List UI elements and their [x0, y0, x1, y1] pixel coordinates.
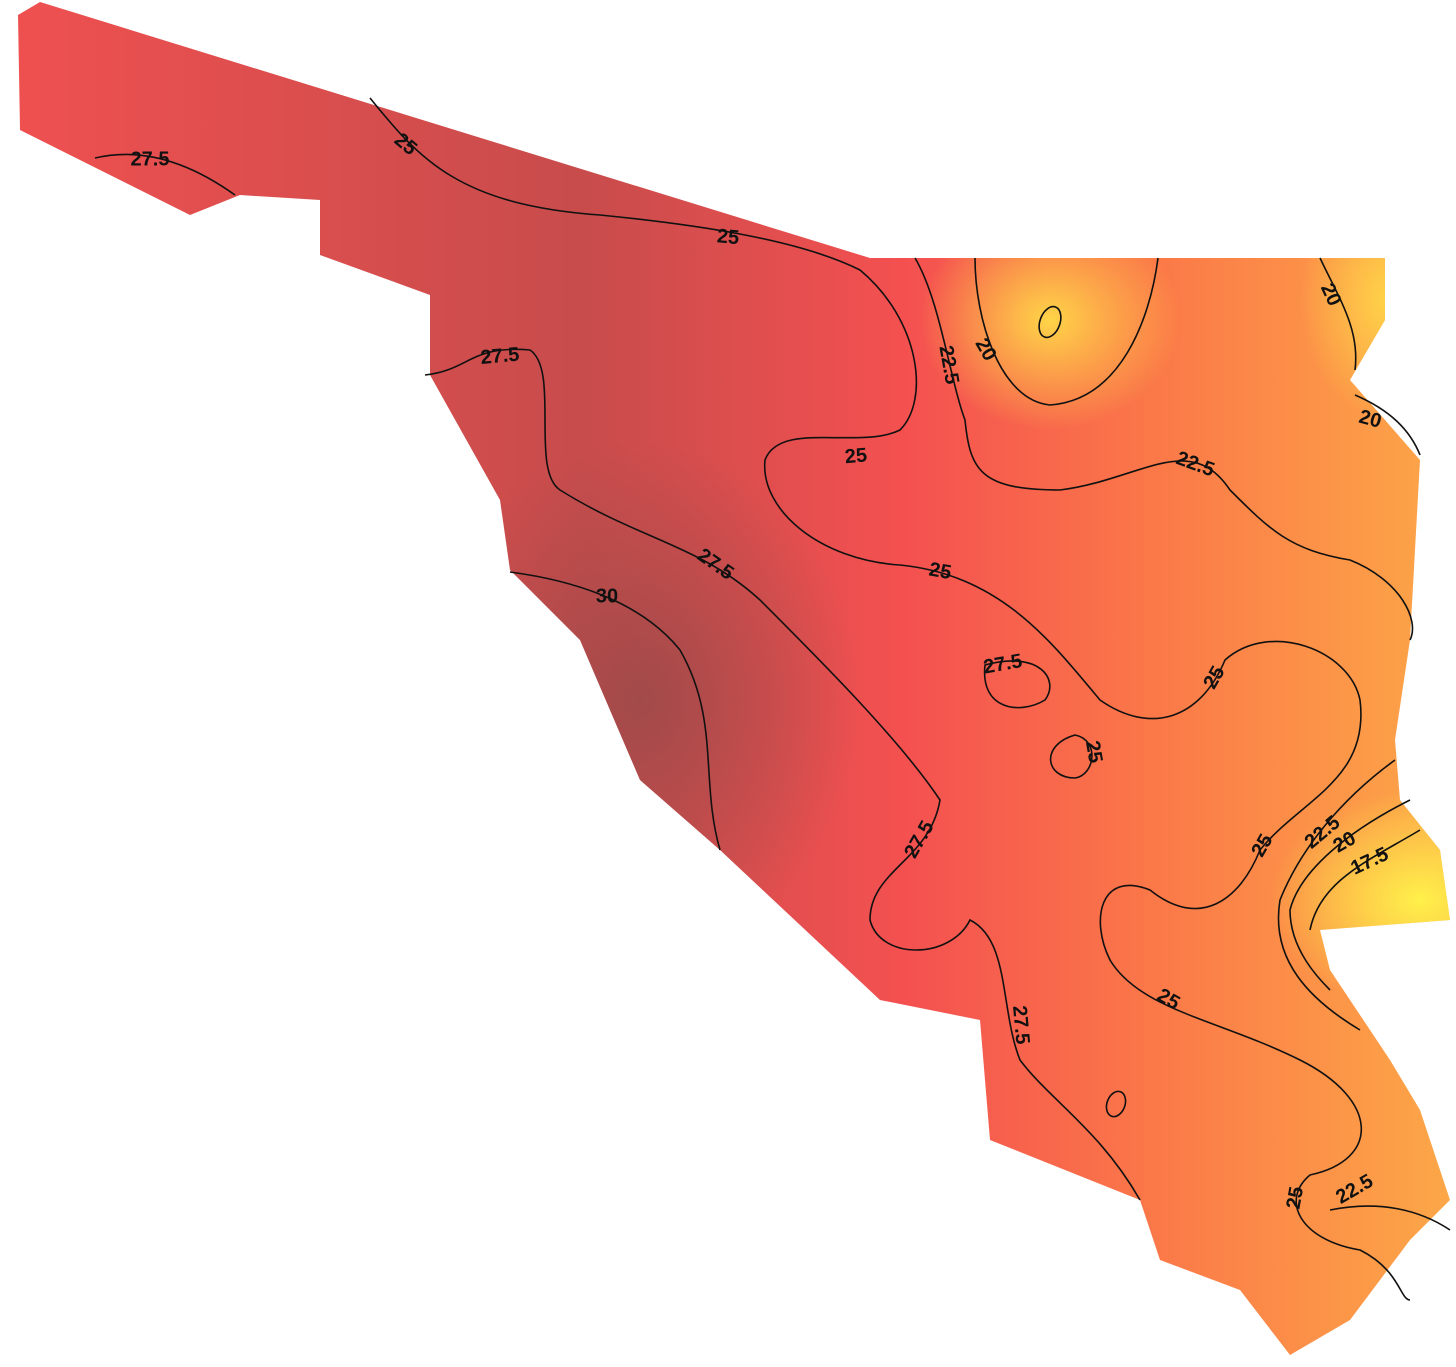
- contour-label: 25: [927, 559, 953, 585]
- contour-label: 27.5: [131, 148, 170, 170]
- contour-label: 25: [844, 444, 868, 468]
- contour-lines: [94, 97, 1451, 1301]
- contour-label: 25: [716, 225, 740, 249]
- contour-label: 27.5: [1008, 1005, 1033, 1046]
- contour-label: 27.5: [480, 344, 521, 369]
- contour-label: 30: [596, 585, 618, 607]
- contour-label: 25: [1283, 1185, 1309, 1211]
- contour-label: 25: [1081, 739, 1107, 765]
